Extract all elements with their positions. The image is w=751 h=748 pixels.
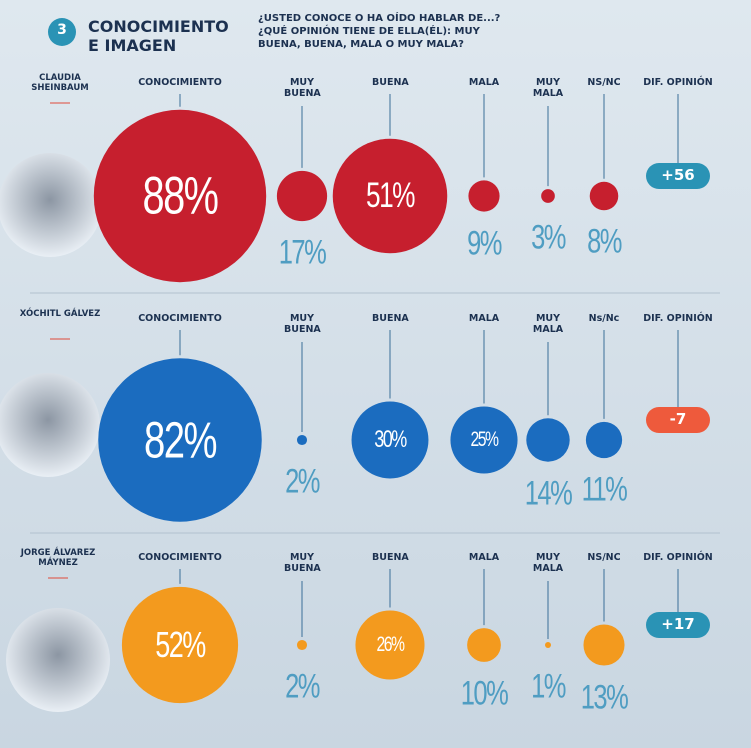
value-label: 3% — [531, 218, 566, 257]
column-header: MUY BUENA — [284, 313, 321, 335]
bubble — [121, 586, 239, 704]
value-label: 25% — [470, 428, 499, 451]
bubble — [351, 401, 429, 479]
photo — [0, 373, 100, 477]
difference-title: DIF. OPINIÓN — [643, 313, 713, 324]
difference-title: DIF. OPINIÓN — [643, 77, 713, 88]
column-header: MALA — [468, 552, 500, 563]
column-header: MUY MALA — [532, 552, 564, 574]
column-header: Ns/Nc — [588, 313, 620, 324]
column-header: NS/NC — [587, 77, 621, 88]
difference-badge — [646, 612, 710, 638]
difference-label: -7 — [669, 410, 687, 428]
photo — [0, 153, 102, 257]
bubble — [296, 639, 308, 651]
value-label: 51% — [365, 176, 416, 215]
photo — [6, 608, 110, 712]
column-header: MUY MALA — [532, 313, 564, 335]
value-label: 2% — [285, 462, 320, 501]
title: CONOCIMIENTO — [88, 17, 229, 36]
column-header: CONOCIMIENTO — [138, 77, 222, 88]
bubble — [545, 642, 551, 648]
value-label: 30% — [374, 426, 407, 453]
difference-badge — [646, 163, 710, 189]
column-header: MUY BUENA — [284, 77, 321, 99]
bubble — [296, 434, 308, 446]
question: ¿QUÉ OPINIÓN TIENE DE ELLA(ÉL): MUY — [258, 26, 480, 37]
column-header: MUY BUENA — [284, 552, 321, 574]
column-header: BUENA — [372, 77, 409, 88]
bubble — [583, 624, 625, 666]
value-label: 8% — [587, 222, 622, 261]
bubble — [526, 418, 570, 462]
column-header: BUENA — [372, 552, 409, 563]
column-header: MALA — [468, 77, 500, 88]
candidate-name: CLAUDIA SHEINBAUM — [31, 73, 89, 93]
column-header: CONOCIMIENTO — [138, 313, 222, 324]
question: BUENA, BUENA, MALA O MUY MALA? — [258, 39, 464, 50]
value-label: 26% — [376, 633, 405, 656]
bubble — [585, 421, 623, 459]
value-label: 17% — [278, 233, 327, 272]
value-label: 9% — [467, 224, 502, 263]
section-badge — [48, 18, 76, 46]
bubble — [468, 180, 500, 212]
bubble — [589, 181, 619, 211]
title: E IMAGEN — [88, 36, 177, 55]
column-header: MUY MALA — [532, 77, 564, 99]
bubble — [541, 189, 555, 203]
bubble — [93, 109, 267, 283]
difference-label: +56 — [661, 166, 695, 184]
value-label: 2% — [285, 667, 320, 706]
candidate-name: XÓCHITL GÁLVEZ — [19, 309, 101, 319]
value-label: 1% — [531, 667, 566, 706]
value-label: 88% — [142, 166, 219, 226]
value-label: 14% — [524, 474, 573, 513]
bubble — [450, 406, 518, 474]
bubble — [98, 358, 262, 522]
candidate-name: JORGE ÁLVAREZ MÁYNEZ — [20, 548, 96, 568]
difference-badge — [646, 407, 710, 433]
value-label: 11% — [581, 470, 628, 509]
bubble — [467, 628, 501, 662]
value-label: 82% — [143, 411, 218, 469]
difference-title: DIF. OPINIÓN — [643, 552, 713, 563]
bubble — [355, 610, 425, 680]
bubble — [332, 138, 448, 254]
column-header: BUENA — [372, 313, 409, 324]
column-header: MALA — [468, 313, 500, 324]
question: ¿USTED CONOCE O HA OÍDO HABLAR DE...? — [258, 13, 501, 24]
column-header: NS/NC — [587, 552, 621, 563]
difference-label: +17 — [661, 615, 695, 633]
value-label: 10% — [460, 674, 509, 713]
column-header: CONOCIMIENTO — [138, 552, 222, 563]
value-label: 52% — [155, 624, 206, 665]
bubble — [276, 170, 328, 222]
section-number: 3 — [57, 22, 67, 38]
value-label: 13% — [580, 678, 629, 717]
